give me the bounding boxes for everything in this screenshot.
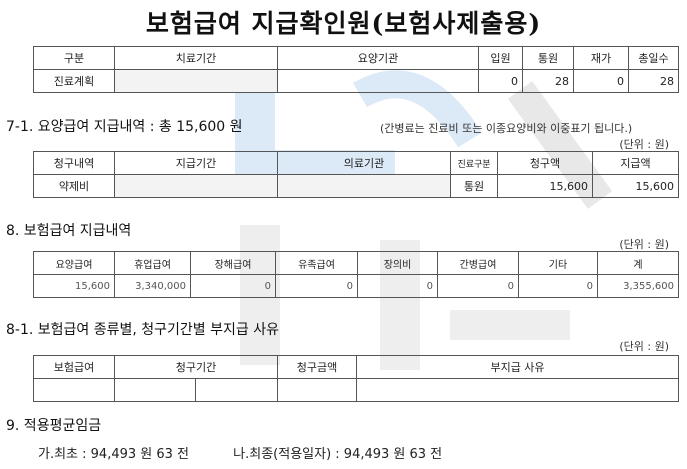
header-cell: 장해급여	[190, 251, 276, 275]
table-header-row: 요양급여 휴업급여 장해급여 유족급여 장의비 간병급여 기타 계	[33, 251, 679, 275]
header-cell: 지급기간	[114, 151, 278, 175]
paid-amount: 15,600	[592, 174, 679, 198]
non-payment-table: 보험급여 청구기간 청구금액 부지급 사유	[33, 355, 680, 402]
header-cell: 장의비	[357, 251, 438, 275]
header-cell: 총일수	[628, 46, 679, 70]
table-header-row: 청구내역 지급기간 의료기관 진료구분 청구액 지급액	[33, 151, 679, 175]
header-cell: 부지급 사유	[356, 355, 680, 379]
header-cell: 보험급여	[33, 355, 115, 379]
total-days: 28	[628, 69, 679, 93]
treatment-plan-table: 구분 치료기간 요양기관 입원 통원 재가 총일수 진료계획 0 28 0 28	[33, 46, 679, 93]
header-cell: 요양급여	[33, 251, 115, 275]
section-7-1-heading: 7-1. 요양급여 지급내역 : 총 15,600 원	[6, 119, 243, 135]
header-cell: 계	[597, 251, 679, 275]
header-cell: 청구액	[497, 151, 593, 175]
section-9-heading: 9. 적용평균임금	[6, 418, 102, 434]
header-cell: 지급액	[592, 151, 679, 175]
header-cell: 청구내역	[33, 151, 115, 175]
header-cell: 청구기간	[113, 355, 279, 379]
header-cell: 진료구분	[450, 151, 498, 175]
empty-cell	[33, 378, 115, 402]
section-7-1-note: (간병료는 진료비 또는 이종요양비와 이중표기 됩니다.)	[380, 122, 633, 135]
header-cell: 치료기간	[114, 46, 278, 70]
empty-cell	[277, 378, 358, 402]
header-cell: 통원	[522, 46, 574, 70]
table-row: 진료계획 0 28 0 28	[33, 69, 679, 93]
header-cell: 재가	[573, 46, 629, 70]
value-cell: 0	[357, 274, 438, 298]
value-cell: 15,600	[33, 274, 115, 298]
header-cell: 휴업급여	[114, 251, 191, 275]
value-cell: 0	[275, 274, 358, 298]
medical-institution	[277, 174, 451, 198]
value-cell: 0	[437, 274, 519, 298]
claimed-amount: 15,600	[497, 174, 593, 198]
header-cell: 간병급여	[437, 251, 519, 275]
payment-period	[114, 174, 278, 198]
table-row: 약제비 통원 15,600 15,600	[33, 174, 679, 198]
home-days: 0	[573, 69, 629, 93]
claim-item: 약제비	[33, 174, 115, 198]
value-cell: 3,340,000	[114, 274, 191, 298]
table-header-row: 보험급여 청구기간 청구금액 부지급 사유	[33, 355, 680, 379]
value-cell: 0	[190, 274, 276, 298]
section-8-1-heading: 8-1. 보험급여 종류별, 청구기간별 부지급 사유	[6, 322, 279, 338]
empty-cell	[194, 378, 279, 402]
unit-label: (단위 : 원)	[619, 138, 669, 151]
header-cell: 구분	[33, 46, 115, 70]
header-cell: 의료기관	[277, 151, 451, 175]
unit-label: (단위 : 원)	[619, 340, 669, 353]
inpatient-days: 0	[478, 69, 523, 93]
value-cell: 0	[518, 274, 598, 298]
section-8-heading: 8. 보험급여 지급내역	[6, 223, 132, 239]
document-title: 보험급여 지급확인원(보험사제출용)	[145, 9, 542, 38]
empty-cell	[356, 378, 680, 402]
treatment-type: 통원	[450, 174, 498, 198]
initial-average-wage: 가.최초 : 94,493 원 63 전	[38, 447, 190, 462]
final-average-wage: 나.최종(적용일자) : 94,493 원 63 전	[233, 447, 443, 462]
average-wage-line: 가.최초 : 94,493 원 63 전 나.최종(적용일자) : 94,493…	[38, 443, 482, 462]
unit-label: (단위 : 원)	[619, 238, 669, 251]
row-label: 진료계획	[33, 69, 115, 93]
header-cell: 청구금액	[277, 355, 358, 379]
header-cell: 입원	[478, 46, 523, 70]
medical-benefit-table: 청구내역 지급기간 의료기관 진료구분 청구액 지급액 약제비 통원 15,60…	[33, 151, 679, 198]
table-row: 15,600 3,340,000 0 0 0 0 0 3,355,600	[33, 274, 679, 298]
value-cell: 3,355,600	[597, 274, 679, 298]
header-cell: 기타	[518, 251, 598, 275]
empty-cell	[114, 378, 196, 402]
table-row	[33, 378, 680, 402]
header-cell: 유족급여	[275, 251, 358, 275]
outpatient-days: 28	[522, 69, 574, 93]
insurance-benefit-table: 요양급여 휴업급여 장해급여 유족급여 장의비 간병급여 기타 계 15,600…	[33, 251, 679, 298]
header-cell: 요양기관	[277, 46, 479, 70]
institution	[277, 69, 479, 93]
table-header-row: 구분 치료기간 요양기관 입원 통원 재가 총일수	[33, 46, 679, 70]
treatment-period	[114, 69, 278, 93]
